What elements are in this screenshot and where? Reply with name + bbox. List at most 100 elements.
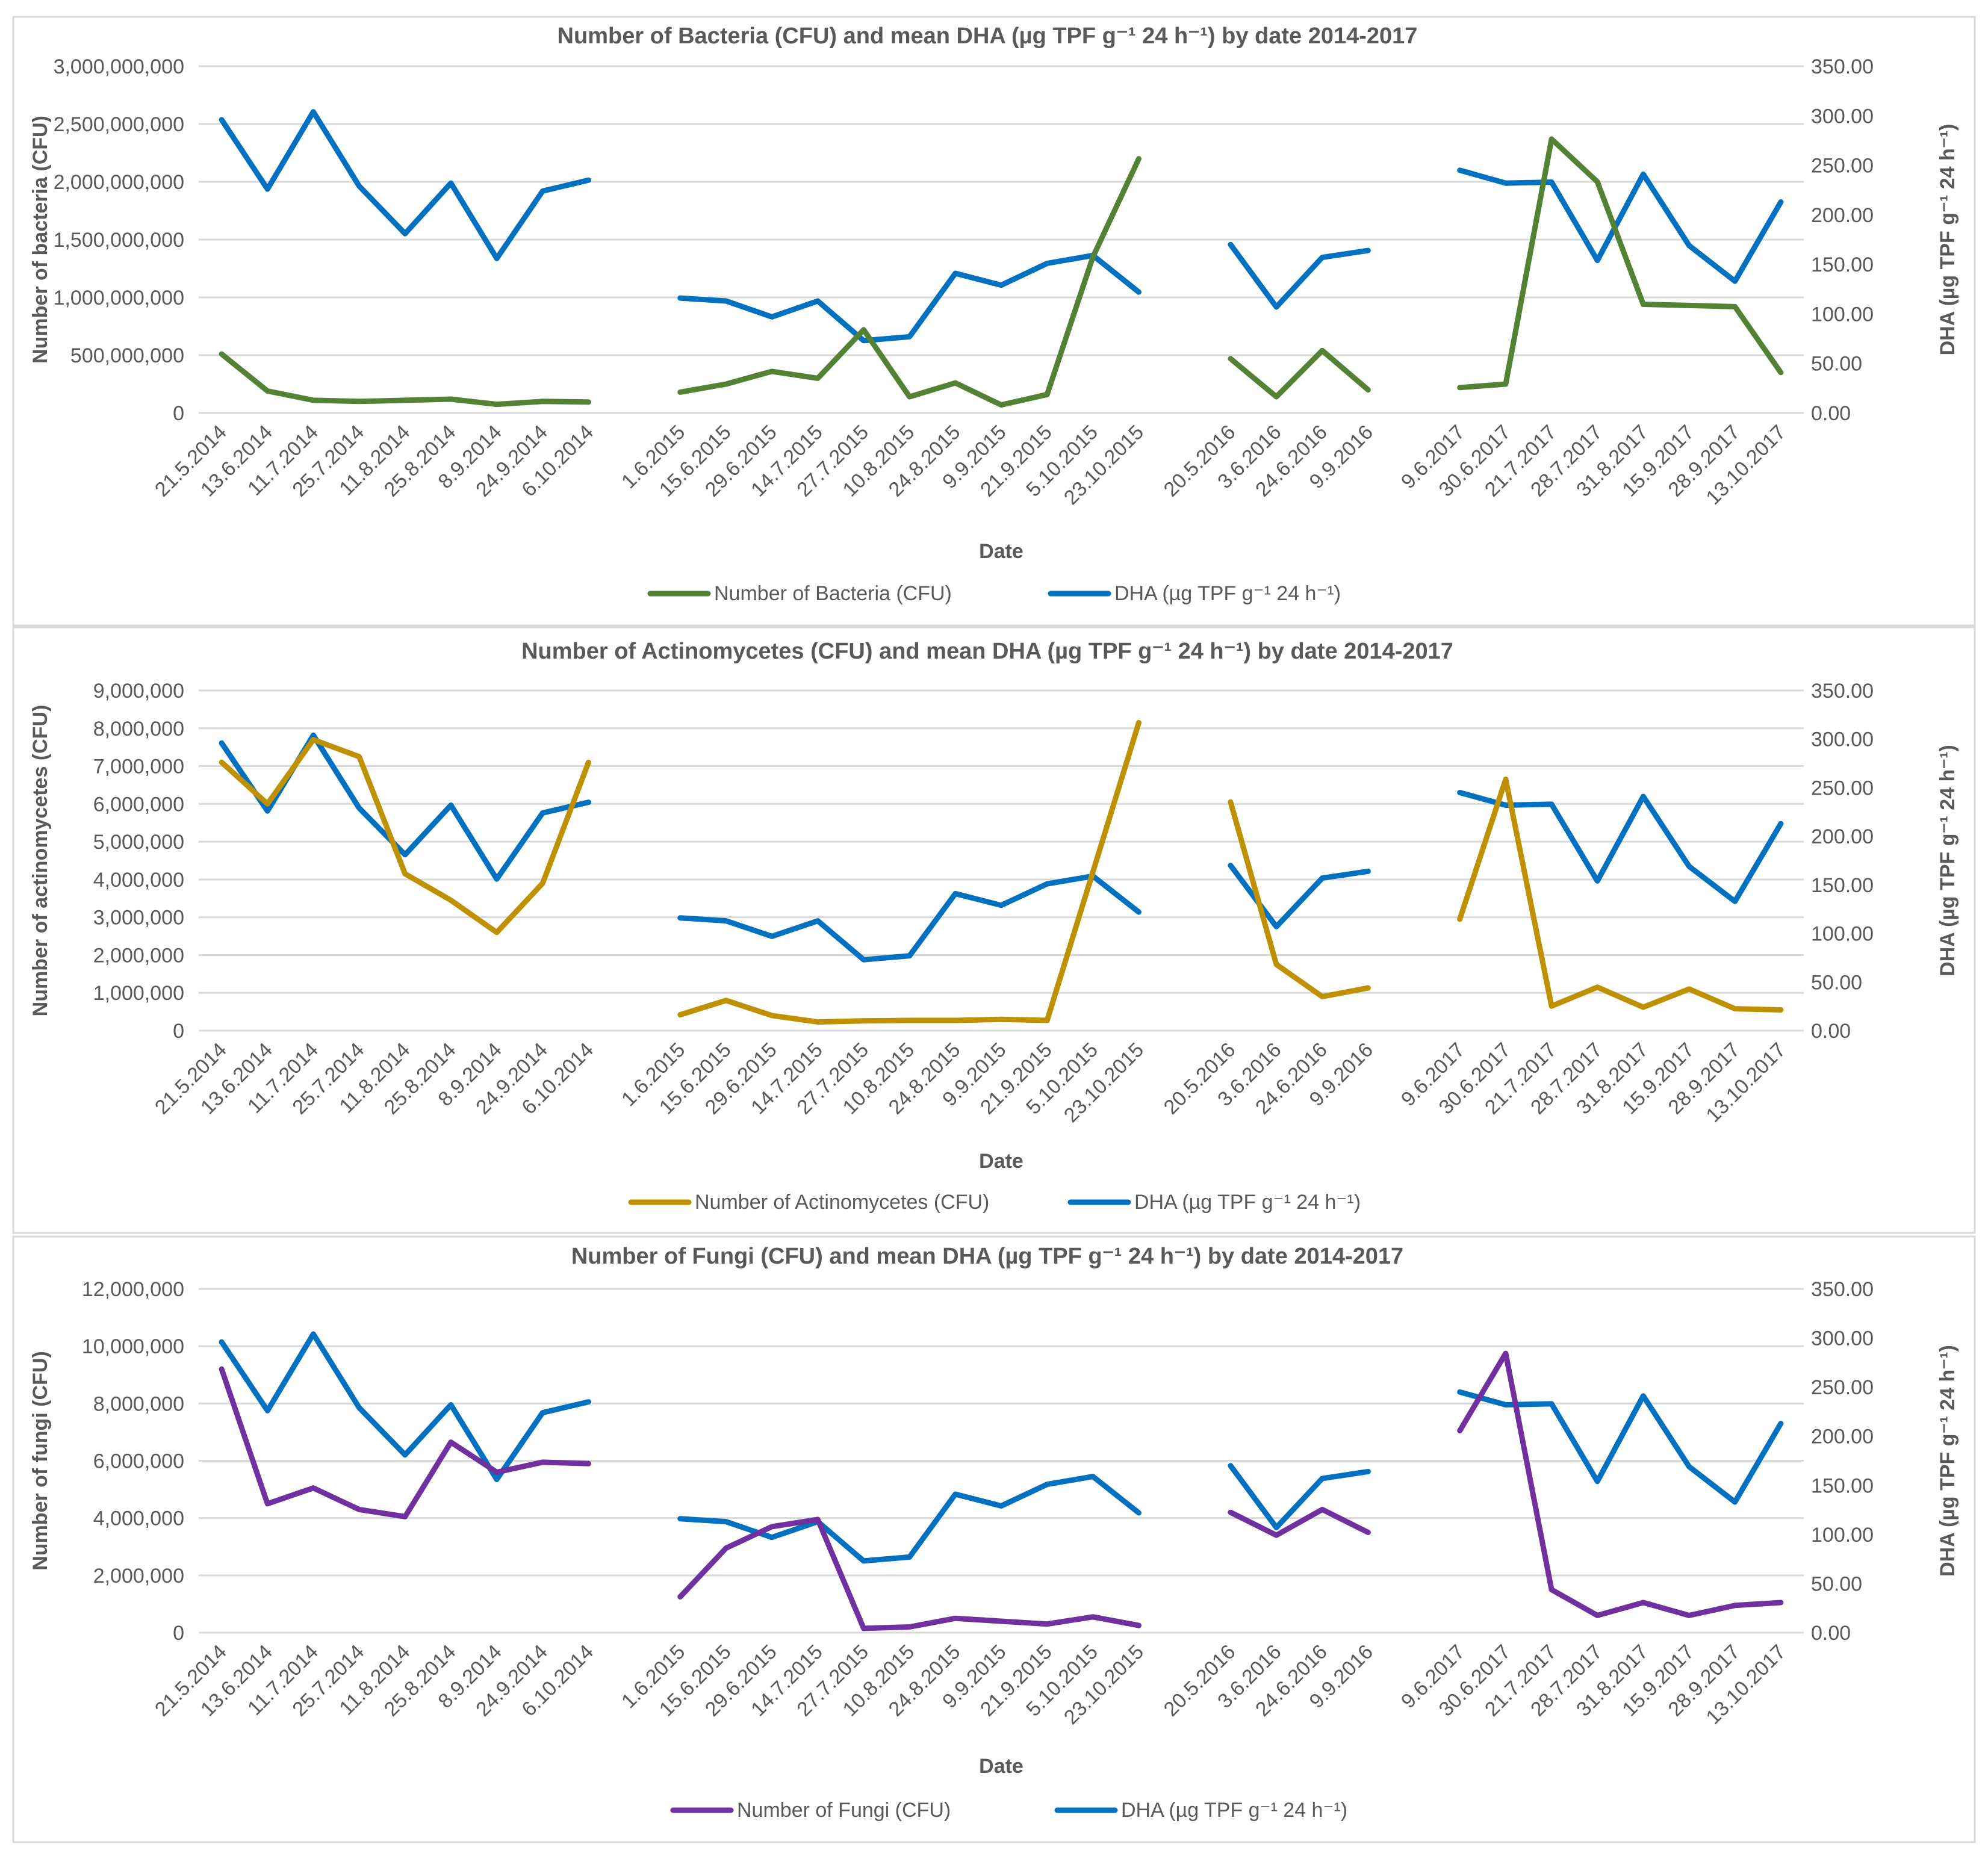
- series-line-segment: [677, 1516, 1142, 1631]
- y2-tick-label: 250.00: [1811, 1376, 1874, 1399]
- legend-label: Number of Actinomycetes (CFU): [695, 1191, 989, 1214]
- x-axis-title: Date: [979, 1150, 1024, 1173]
- series-line-segment: [677, 156, 1142, 408]
- chart-panel-actinomycetes: 0 1,000,000 2,000,000 3,000,000 4,000,000 5,0…: [12, 626, 1976, 1234]
- y2-tick-label: 0.00: [1811, 1622, 1851, 1645]
- bacteria-count-series: [219, 136, 1784, 408]
- legend-label: DHA (µg TPF g⁻¹ 24 h⁻¹): [1121, 1799, 1347, 1822]
- series-line-segment: [1228, 863, 1371, 930]
- legend-item: Number of Actinomycetes (CFU): [628, 1191, 989, 1214]
- dha-series: [219, 109, 1784, 344]
- series-line-segment: [1457, 136, 1784, 391]
- series-line-segment: [219, 109, 591, 261]
- legend-item: DHA (µg TPF g⁻¹ 24 h⁻¹): [1067, 1191, 1361, 1214]
- y2-tick-label: 150.00: [1811, 253, 1874, 276]
- y2-tick-label: 0.00: [1811, 402, 1851, 425]
- legend-item: DHA (µg TPF g⁻¹ 24 h⁻¹): [1054, 1799, 1347, 1822]
- y2-tick-label: 100.00: [1811, 923, 1874, 946]
- y-tick-label: 0: [173, 1020, 184, 1043]
- y2-tick-label: 100.00: [1811, 1524, 1874, 1547]
- legend-label: Number of Bacteria (CFU): [714, 582, 952, 605]
- chart-title: Number of Bacteria (CFU) and mean DHA (µ…: [558, 23, 1418, 49]
- series-line-segment: [219, 737, 591, 936]
- legend-label: Number of Fungi (CFU): [737, 1799, 951, 1822]
- y-tick-label: 2,000,000: [93, 944, 184, 967]
- y-tick-label: 2,500,000,000: [54, 113, 184, 136]
- y-tick-label: 7,000,000: [93, 756, 184, 778]
- y2-tick-label: 50.00: [1811, 353, 1862, 376]
- y-tick-label: 6,000,000: [93, 1450, 184, 1473]
- y-tick-label: 10,000,000: [82, 1335, 184, 1358]
- chart-panel-fungi: 0 2,000,000 4,000,000 6,000,000 8,000,000 10,…: [12, 1235, 1976, 1843]
- y2-axis-title: DHA (µg TPF g⁻¹ 24 h⁻¹): [1936, 745, 1959, 976]
- x-axis-title: Date: [979, 1755, 1024, 1778]
- y-tick-label: 3,000,000: [93, 907, 184, 930]
- y-axis-title: Number of fungi (CFU): [29, 1351, 52, 1571]
- series-line-segment: [677, 252, 1142, 344]
- y-tick-label: 2,000,000,000: [54, 171, 184, 194]
- y-tick-label: 0: [173, 402, 184, 425]
- series-line-segment: [1228, 1506, 1371, 1538]
- legend: Number of Fungi (CFU) DHA (µg TPF g⁻¹ 24 …: [670, 1799, 1347, 1822]
- panel-frame: [12, 16, 1976, 627]
- y-tick-label: 0: [173, 1622, 184, 1645]
- series-line-segment: [1457, 1350, 1784, 1618]
- y-tick-label: 4,000,000: [93, 1507, 184, 1530]
- chart-title: Number of Actinomycetes (CFU) and mean D…: [521, 639, 1453, 664]
- y-tick-label: 1,000,000,000: [54, 287, 184, 309]
- series-line-segment: [1228, 799, 1371, 999]
- y2-tick-label: 350.00: [1811, 680, 1874, 703]
- y-tick-label: 2,000,000: [93, 1565, 184, 1587]
- y2-tick-label: 300.00: [1811, 105, 1874, 128]
- legend-item: Number of Bacteria (CFU): [647, 582, 952, 605]
- y2-tick-label: 200.00: [1811, 1426, 1874, 1448]
- fungi-count-series: [219, 1350, 1784, 1631]
- series-line-segment: [1457, 777, 1784, 1013]
- y2-axis-title: DHA (µg TPF g⁻¹ 24 h⁻¹): [1936, 1345, 1959, 1577]
- y-tick-label: 9,000,000: [93, 680, 184, 703]
- y2-tick-label: 300.00: [1811, 1327, 1874, 1350]
- y-tick-label: 5,000,000: [93, 831, 184, 854]
- y-tick-label: 500,000,000: [70, 344, 184, 367]
- series-line-segment: [1228, 1463, 1371, 1530]
- y2-tick-label: 50.00: [1811, 971, 1862, 994]
- chart-title: Number of Fungi (CFU) and mean DHA (µg T…: [571, 1244, 1403, 1269]
- y-tick-label: 8,000,000: [93, 718, 184, 740]
- legend: Number of Actinomycetes (CFU) DHA (µg TPF…: [628, 1191, 1361, 1214]
- series-line-segment: [219, 351, 591, 408]
- series-line-segment: [219, 1331, 591, 1482]
- y2-tick-label: 200.00: [1811, 825, 1874, 848]
- y-axis-title: Number of bacteria (CFU): [29, 116, 52, 364]
- legend-item: Number of Fungi (CFU): [670, 1799, 951, 1822]
- legend: Number of Bacteria (CFU) DHA (µg TPF g⁻¹ …: [647, 582, 1341, 605]
- y-tick-label: 12,000,000: [82, 1278, 184, 1301]
- y-axis-title: Number of actinomycetes (CFU): [29, 705, 52, 1017]
- y-tick-label: 4,000,000: [93, 869, 184, 892]
- x-axis-title: Date: [979, 540, 1024, 563]
- y-tick-label: 8,000,000: [93, 1392, 184, 1415]
- series-line-segment: [677, 719, 1142, 1025]
- legend-label: DHA (µg TPF g⁻¹ 24 h⁻¹): [1114, 582, 1341, 605]
- panel-frame: [12, 626, 1976, 1234]
- y2-tick-label: 100.00: [1811, 303, 1874, 326]
- y2-axis-title: DHA (µg TPF g⁻¹ 24 h⁻¹): [1936, 124, 1959, 356]
- y2-tick-label: 150.00: [1811, 874, 1874, 897]
- legend-label: DHA (µg TPF g⁻¹ 24 h⁻¹): [1134, 1191, 1361, 1214]
- chart-panel-bacteria: 0 500,000,000 1,000,000,000 1,500,000,000 2,…: [12, 16, 1976, 627]
- y2-tick-label: 250.00: [1811, 777, 1874, 799]
- y2-tick-label: 50.00: [1811, 1572, 1862, 1595]
- actinomycetes-count-series: [219, 719, 1784, 1025]
- y2-tick-label: 350.00: [1811, 1278, 1874, 1301]
- y-tick-label: 3,000,000,000: [54, 55, 184, 78]
- y2-tick-label: 300.00: [1811, 728, 1874, 751]
- panel-frame: [12, 1235, 1976, 1843]
- legend-item: DHA (µg TPF g⁻¹ 24 h⁻¹): [1048, 582, 1341, 605]
- y-tick-label: 6,000,000: [93, 793, 184, 816]
- y2-tick-label: 350.00: [1811, 55, 1874, 78]
- series-line-segment: [1457, 167, 1784, 284]
- y2-tick-label: 250.00: [1811, 155, 1874, 178]
- y-tick-label: 1,000,000: [93, 982, 184, 1005]
- series-line-segment: [1228, 241, 1371, 310]
